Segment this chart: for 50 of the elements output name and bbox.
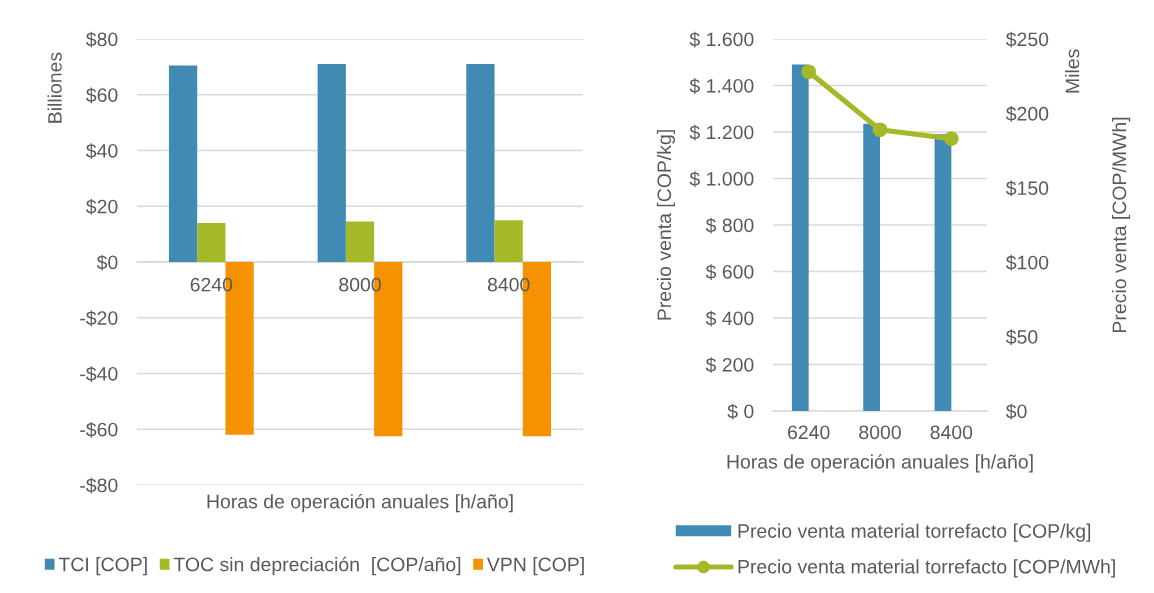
y-tick-label: $ 0 xyxy=(727,403,754,420)
y2-tick-label: $250 xyxy=(1005,31,1049,48)
y-axis-title: Precio venta [COP/kg] xyxy=(656,130,675,320)
bar xyxy=(197,222,226,262)
y-tick-label: $ 600 xyxy=(705,264,754,280)
y-tick-label: $60 xyxy=(86,87,118,104)
y-tick-label: $ 1.000 xyxy=(689,171,754,187)
bar xyxy=(934,134,952,411)
y2-tick-label: $50 xyxy=(1005,329,1038,345)
point xyxy=(801,64,816,80)
bar xyxy=(168,65,198,262)
x-tick-label: 8000 xyxy=(859,425,901,440)
y2-tick-label: $150 xyxy=(1005,180,1049,197)
y-tick-label: $0 xyxy=(96,254,118,271)
text: Miles xyxy=(1065,49,1080,93)
y2-tick-label: $0 xyxy=(1005,403,1027,420)
bar xyxy=(791,64,809,411)
y-tick-label: -$20 xyxy=(80,310,118,327)
y-tick-label: $ 1.600 xyxy=(689,31,754,48)
y-axis-title: Billiones xyxy=(47,52,62,123)
point xyxy=(944,131,959,146)
point xyxy=(872,122,888,138)
y2-tick-label: $100 xyxy=(1005,254,1049,271)
y-tick-label: -$40 xyxy=(80,366,118,382)
legend-label: Precio venta material torrefacto [COP/MWh] xyxy=(738,559,1115,578)
y-tick-label: $ 400 xyxy=(705,310,754,327)
bar xyxy=(466,64,495,262)
y-tick-label: $ 200 xyxy=(705,357,754,373)
x-tick-label: 6240 xyxy=(788,425,830,440)
y-tick-label: $40 xyxy=(86,143,118,159)
y-tick-label: $ 800 xyxy=(705,217,754,234)
y-tick-label: $ 1.400 xyxy=(689,78,754,94)
y2-tick-label: $200 xyxy=(1005,106,1049,122)
y-tick-label: $20 xyxy=(86,198,118,215)
x-axis-title: Horas de operación anuales [h/año] xyxy=(727,454,1033,473)
bar xyxy=(863,123,880,411)
y-tick-label: $ 1.200 xyxy=(689,124,754,141)
bar xyxy=(317,64,346,262)
x-axis-title: Horas de operación anuales [h/año] xyxy=(207,493,513,513)
bar xyxy=(494,220,523,262)
legend-label: VPN [COP] xyxy=(486,557,584,576)
y-tick-label: $80 xyxy=(86,31,118,48)
y-tick-label: -$60 xyxy=(80,421,118,438)
legend-label: TCI [COP] xyxy=(58,557,147,576)
legend-label: Precio venta material torrefacto [COP/kg] xyxy=(738,523,1091,542)
y2-axis-title: Precio venta [COP/MWh] xyxy=(1111,117,1131,332)
legend-label: TOC sin depreciación [COP/año] xyxy=(173,556,461,576)
x-tick-label: 8400 xyxy=(930,425,973,440)
bar xyxy=(345,221,375,262)
y-tick-label: -$80 xyxy=(80,477,118,494)
